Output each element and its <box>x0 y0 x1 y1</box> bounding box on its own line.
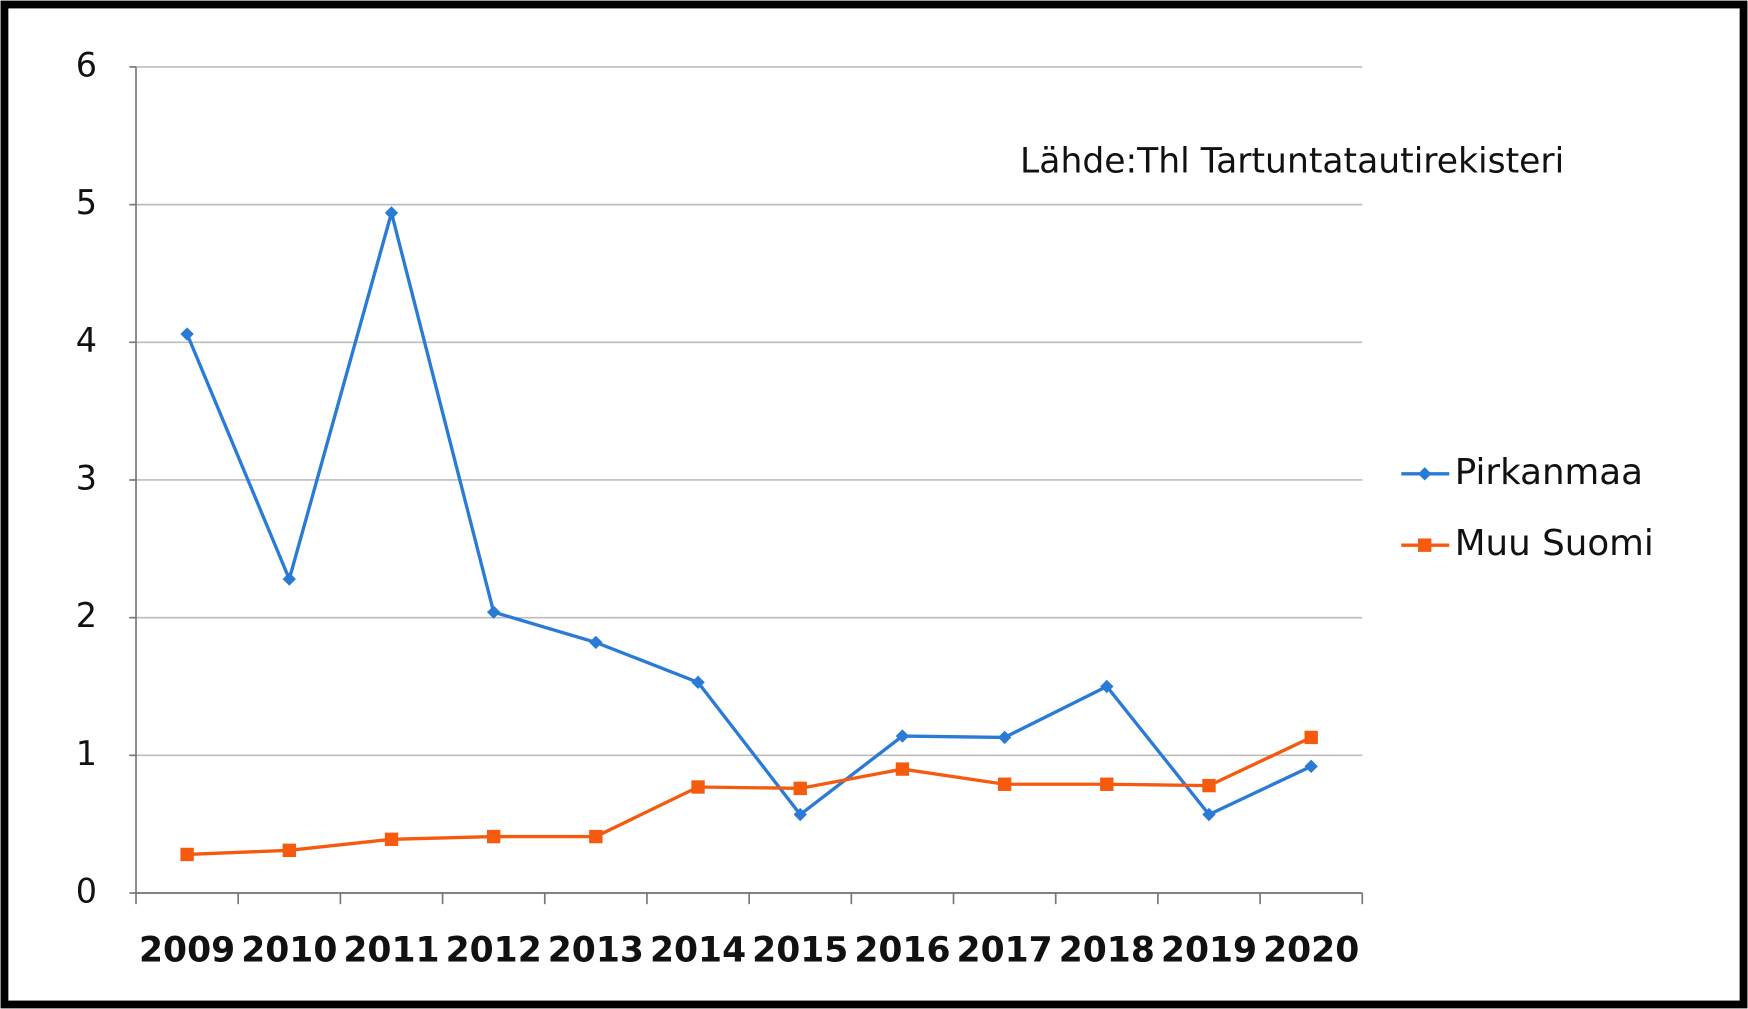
x-tick-label: 2013 <box>548 931 644 971</box>
marker <box>282 843 296 858</box>
x-tick-label: 2014 <box>650 931 746 971</box>
x-tick-label: 2012 <box>446 931 542 971</box>
x-tick-label: 2018 <box>1059 931 1155 971</box>
marker <box>384 832 399 847</box>
legend-label: Muu Suomi <box>1455 523 1654 564</box>
marker <box>793 807 807 822</box>
marker <box>691 780 705 794</box>
x-tick-label: 2017 <box>957 931 1053 971</box>
x-tick-label: 2016 <box>854 931 950 971</box>
x-tick-label: 2011 <box>343 931 439 971</box>
marker <box>589 829 603 844</box>
y-tick-label: 6 <box>76 45 97 84</box>
y-tick-label: 1 <box>76 734 97 773</box>
marker <box>895 762 910 776</box>
marker <box>1304 730 1318 745</box>
annotation: Lähde:Thl Tartuntatautirekisteri <box>1020 141 1564 181</box>
x-tick-label: 2020 <box>1263 931 1359 971</box>
legend-label: Pirkanmaa <box>1455 452 1643 493</box>
marker <box>384 206 399 220</box>
series-line <box>187 735 1312 857</box>
y-tick-label: 0 <box>76 872 97 911</box>
marker <box>1418 467 1432 481</box>
y-tick-label: 4 <box>76 321 97 360</box>
marker <box>1100 777 1114 791</box>
marker <box>1202 807 1216 822</box>
marker <box>1418 538 1432 552</box>
x-tick-label: 2019 <box>1161 931 1257 971</box>
marker <box>691 675 705 690</box>
marker <box>1304 759 1318 774</box>
series-line <box>185 206 1312 817</box>
marker <box>180 847 194 862</box>
y-tick-label: 3 <box>76 458 97 497</box>
marker <box>997 730 1012 745</box>
y-tick-label: 2 <box>76 596 97 635</box>
marker <box>997 777 1012 791</box>
x-tick-label: 2010 <box>241 931 337 971</box>
marker <box>793 781 807 796</box>
x-tick-label: 2009 <box>139 931 235 971</box>
x-tick-label: 2015 <box>752 931 848 971</box>
marker <box>486 829 501 844</box>
marker <box>1202 778 1216 793</box>
marker <box>180 327 194 341</box>
y-tick-label: 5 <box>76 183 97 222</box>
